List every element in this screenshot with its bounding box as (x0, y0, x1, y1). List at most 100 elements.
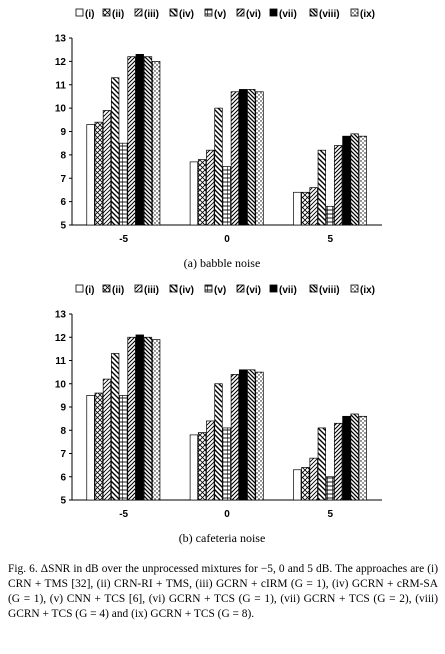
bar (317, 149, 326, 226)
bar (135, 334, 144, 501)
legend: (i) (ii) (iii) (iv) (v) (vi) (vii) (viii) (ix) (75, 8, 375, 20)
bar (127, 336, 136, 501)
y-tick-label: 12 (55, 333, 67, 344)
bar (222, 166, 231, 226)
bar (214, 383, 223, 501)
y-tick-label: 7 (60, 174, 66, 185)
legend-swatch (309, 8, 318, 17)
bar (350, 133, 359, 226)
chart-babble-noise: (i) (ii) (iii) (iv) (v) (vi) (vii) (viii) (ix) 5… (55, 8, 382, 270)
bar (127, 56, 136, 226)
bar (325, 476, 335, 501)
bar (197, 159, 207, 226)
legend-swatch (169, 284, 178, 293)
y-tick-label: 8 (60, 426, 66, 437)
bar (102, 378, 112, 501)
legend-swatch (169, 8, 178, 17)
bar (111, 353, 120, 501)
bar (86, 124, 95, 226)
bar (152, 61, 161, 226)
y-tick-label: 6 (60, 472, 66, 483)
bar (334, 422, 343, 501)
bar (309, 187, 318, 226)
bar (111, 77, 120, 226)
bar (342, 135, 351, 226)
legend-label: (viii) (319, 9, 340, 20)
legend-swatch (75, 8, 84, 17)
bar (143, 56, 153, 226)
legend-swatch (350, 284, 359, 293)
bar (152, 339, 161, 501)
x-tick-label: 5 (328, 234, 334, 245)
bar (301, 191, 310, 226)
bar (206, 420, 215, 501)
y-tick-label: 10 (55, 379, 67, 390)
bar-group (86, 54, 367, 226)
legend-label: (iv) (179, 285, 194, 296)
y-tick-label: 8 (60, 150, 66, 161)
legend-swatch (269, 8, 278, 17)
bar (358, 415, 367, 501)
caption-text: Fig. 6. ΔSNR in dB over the unprocessed … (8, 563, 438, 620)
legend-label: (v) (214, 9, 226, 20)
x-axis: -5 0 5 (119, 234, 333, 245)
subcaption: (a) babble noise (184, 256, 261, 270)
y-tick-label: 6 (60, 197, 66, 208)
legend-label: (i) (85, 285, 94, 296)
x-tick-label: 0 (224, 509, 230, 520)
bar (293, 469, 302, 501)
legend: (i) (ii) (iii) (iv) (v) (vi) (vii) (viii) (ix) (75, 284, 375, 296)
legend-label: (iv) (179, 9, 194, 20)
chart-cafeteria-noise: (i) (ii) (iii) (iv) (v) (vi) (vii) (viii) (ix) 5… (55, 284, 382, 545)
legend-swatch (75, 284, 84, 293)
legend-label: (vii) (279, 9, 297, 20)
figure-canvas: (i) (ii) (iii) (iv) (v) (vi) (vii) (viii) (ix) 5… (55, 8, 382, 545)
bar (206, 149, 215, 226)
bar (350, 413, 359, 501)
bar (342, 415, 351, 501)
legend-swatch (350, 8, 359, 17)
y-tick-label: 11 (55, 80, 66, 91)
bar (189, 161, 199, 226)
y-tick-label: 10 (55, 104, 67, 115)
legend-swatch (309, 284, 318, 293)
x-tick-label: 0 (224, 234, 230, 245)
legend-label: (i) (85, 9, 94, 20)
legend-label: (ii) (112, 9, 124, 20)
y-tick-label: 11 (55, 356, 66, 367)
x-tick-label: 5 (328, 509, 334, 520)
y-tick-label: 13 (55, 34, 67, 45)
bar-group (86, 334, 367, 501)
bar (222, 427, 231, 501)
legend-swatch (134, 8, 143, 17)
legend-label: (ii) (112, 285, 124, 296)
legend-swatch (204, 8, 213, 17)
bar (325, 205, 335, 226)
bar (94, 392, 103, 501)
legend-label: (vii) (279, 285, 297, 296)
legend-swatch (134, 284, 143, 293)
figure-caption: Fig. 6. ΔSNR in dB over the unprocessed … (8, 562, 438, 622)
bar (86, 395, 95, 501)
y-tick-label: 9 (60, 127, 66, 138)
bar (214, 107, 223, 226)
subcaption: (b) cafeteria noise (179, 531, 266, 545)
bar (358, 135, 367, 226)
y-tick-label: 7 (60, 449, 66, 460)
bar (301, 467, 310, 501)
bar (255, 91, 264, 226)
legend-label: (ix) (360, 9, 375, 20)
bar (197, 432, 207, 501)
legend-label: (viii) (319, 285, 340, 296)
bar (135, 54, 144, 226)
legend-label: (ix) (360, 285, 375, 296)
bar (230, 91, 240, 226)
bar (119, 142, 128, 226)
legend-swatch (236, 8, 245, 17)
bar (94, 121, 103, 226)
bar (143, 336, 153, 501)
bar (238, 369, 248, 501)
y-tick-label: 5 (60, 221, 66, 232)
legend-swatch (204, 284, 213, 293)
bar (317, 427, 326, 501)
